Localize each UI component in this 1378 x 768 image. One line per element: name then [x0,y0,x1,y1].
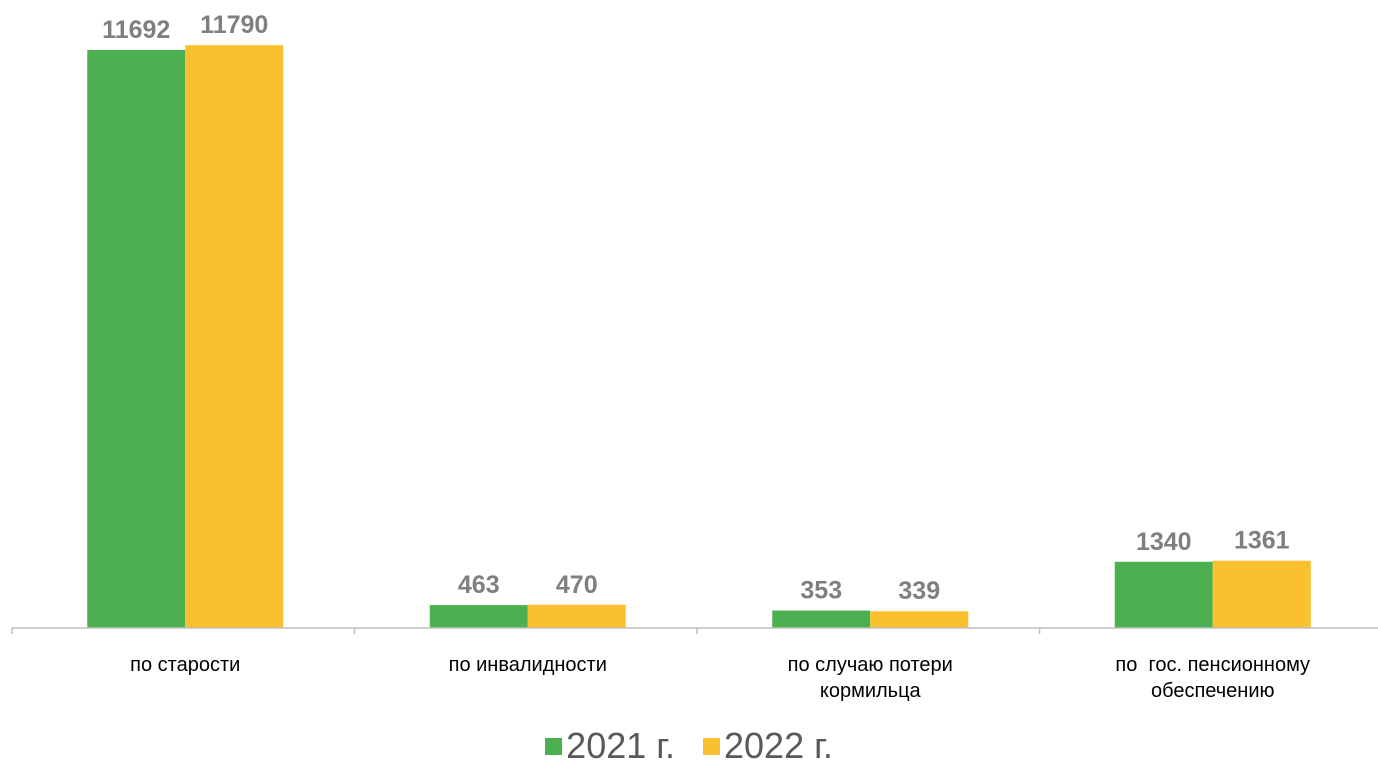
bar-2021-cat-2 [772,610,871,628]
data-label: 339 [898,577,940,605]
data-label: 11692 [102,16,170,44]
data-label: 353 [800,577,842,605]
bar-2021-cat-0 [87,50,186,628]
legend-swatch-2022 [703,737,720,755]
legend: 2021 г. 2022 г. [0,726,1378,766]
category-label: по гос. пенсионному обеспечению [1115,654,1310,702]
data-label: 463 [458,571,500,599]
bar-chart: 11692 11790 463 470 353 339 1340 1361 по старос… [11,11,1378,702]
legend-item-2022: 2022 г. [703,726,833,766]
category-label: по старости [130,654,240,676]
category-label: по инвалидности [449,654,607,676]
bar-2022-cat-3 [1212,560,1311,628]
bar-2022-cat-1 [527,604,626,628]
category-label: по случаю потери кормильца [788,654,953,702]
legend-label-2022: 2022 г. [724,725,833,766]
bar-2022-cat-2 [870,611,969,628]
value-labels-group: 11692 11790 463 470 353 339 1340 1361 [102,11,1289,605]
x-axis-ticks [11,628,1041,634]
category-labels-group: по старости по инвалидности по случаю поте… [130,654,1310,702]
legend-item-2021: 2021 г. [545,726,675,766]
data-label: 1361 [1234,527,1290,555]
bar-2021-cat-3 [1114,561,1213,628]
data-label: 470 [556,571,598,599]
legend-label-2021: 2021 г. [566,725,675,766]
bar-2021-cat-1 [429,605,528,628]
bar-2022-cat-0 [185,45,284,628]
data-label: 1340 [1136,528,1192,556]
bars-group [87,45,1311,628]
data-label: 11790 [200,11,268,39]
legend-swatch-2021 [545,737,563,755]
